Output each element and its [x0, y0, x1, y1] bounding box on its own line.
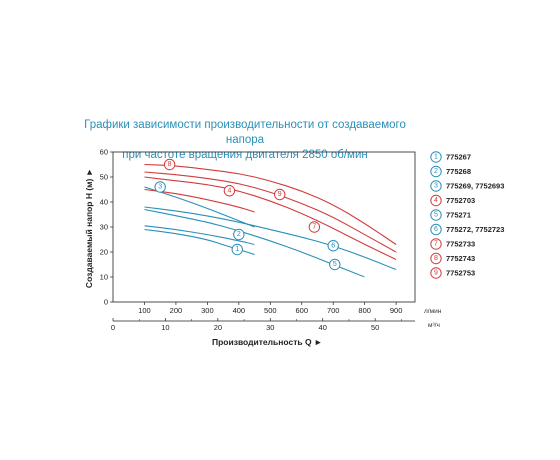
legend-marker-2 — [430, 165, 442, 178]
y-tick-label: 0 — [104, 298, 108, 307]
curve-label-6: 6 — [331, 242, 335, 249]
x-secondary-tick-label: 40 — [319, 323, 327, 332]
y-tick-label: 30 — [100, 223, 108, 232]
y-tick-label: 50 — [100, 173, 108, 182]
curve-label-circle-7 — [308, 221, 321, 233]
legend-marker-6 — [430, 223, 442, 236]
x-tick-label: 500 — [264, 306, 277, 315]
legend-marker-8 — [430, 252, 442, 265]
curve-label-circle-8 — [163, 158, 176, 171]
legend-number-3: 3 — [434, 183, 438, 190]
x-secondary-tick-label: 50 — [371, 323, 379, 332]
curve-label-circle-9 — [274, 188, 286, 201]
legend-number-2: 2 — [434, 168, 438, 175]
x-tick-label: 100 — [138, 306, 151, 315]
legend-number-6: 6 — [434, 226, 438, 233]
legend-number-7: 7 — [434, 241, 438, 248]
x-tick-label: 300 — [201, 306, 214, 315]
curve-label-9: 9 — [278, 191, 282, 198]
legend-number-5: 5 — [434, 212, 438, 219]
legend-number-4: 4 — [434, 197, 438, 204]
x-secondary-tick-label: 30 — [266, 323, 274, 332]
x-tick-label: 900 — [390, 306, 403, 315]
chart-title-line-1: Графики зависимости производительности о… — [84, 119, 406, 146]
curve-label-4: 4 — [227, 187, 231, 194]
x-tick-label: 800 — [358, 306, 371, 315]
legend-entry-5: 775271 — [446, 211, 471, 220]
curve-2 — [144, 225, 256, 246]
legend-number-1: 1 — [434, 154, 438, 161]
legend-entry-2: 775268 — [446, 167, 471, 176]
legend-marker-5 — [430, 209, 442, 221]
y-tick-label: 20 — [100, 248, 108, 257]
x-secondary-tick-label: 0 — [111, 323, 115, 332]
curve-label-circle-2 — [233, 228, 245, 241]
legend-entry-1: 775267 — [446, 153, 471, 162]
legend-entry-4: 7752703 — [446, 196, 475, 205]
x-tick-label: 400 — [233, 306, 246, 315]
y-tick-label: 60 — [100, 148, 108, 157]
legend-number-9: 9 — [434, 270, 438, 277]
legend: 1 775267 2 775268 3 775269, 7752693 4 7752703 5 7… — [430, 151, 504, 279]
curve-label-8: 8 — [168, 161, 172, 168]
legend-entry-3: 775269, 7752693 — [446, 182, 504, 191]
curve-label-1: 1 — [235, 246, 239, 253]
curve-1 — [144, 228, 255, 256]
curve-9 — [144, 171, 397, 253]
curve-label-7: 7 — [312, 224, 316, 231]
legend-marker-3 — [430, 180, 442, 192]
legend-marker-9 — [430, 267, 442, 279]
y-tick-label: 10 — [100, 273, 108, 282]
legend-entry-8: 7752743 — [446, 254, 475, 263]
legend-marker-7 — [430, 238, 442, 250]
curve-8 — [144, 163, 397, 245]
x-unit-secondary: м³/ч — [428, 322, 440, 329]
x-secondary-tick-label: 10 — [161, 323, 169, 332]
curve-label-5: 5 — [333, 261, 337, 268]
legend-entry-9: 7752753 — [446, 269, 475, 278]
legend-marker-4 — [430, 194, 442, 207]
legend-entry-6: 775272, 7752723 — [446, 225, 504, 234]
curve-label-2: 2 — [237, 231, 241, 238]
curve-label-circle-5 — [329, 258, 341, 271]
y-tick-label: 40 — [100, 198, 108, 207]
series-layer — [144, 163, 397, 278]
curve-labels: 1 2 3 4 5 6 7 8 9 — [154, 158, 341, 271]
x-tick-label: 600 — [295, 306, 308, 315]
curve-6 — [144, 206, 397, 271]
legend-marker-1 — [430, 151, 442, 163]
legend-entry-7: 7752733 — [446, 240, 475, 249]
curve-label-circle-1 — [231, 243, 243, 256]
curve-7 — [144, 176, 397, 260]
curve-label-circle-4 — [223, 185, 236, 197]
legend-number-8: 8 — [434, 255, 438, 262]
x-unit-primary: л/мин — [424, 308, 442, 315]
x-axis-title: Производительность Q ► — [212, 337, 322, 347]
x-tick-label: 700 — [327, 306, 340, 315]
x-secondary-tick-label: 20 — [214, 323, 222, 332]
curve-label-circle-3 — [154, 181, 166, 193]
curve-label-3: 3 — [158, 184, 162, 191]
x-tick-label: 200 — [170, 306, 183, 315]
curve-label-circle-6 — [327, 240, 339, 252]
y-axis-title: Создаваемый напор H (м) ► — [84, 168, 94, 288]
